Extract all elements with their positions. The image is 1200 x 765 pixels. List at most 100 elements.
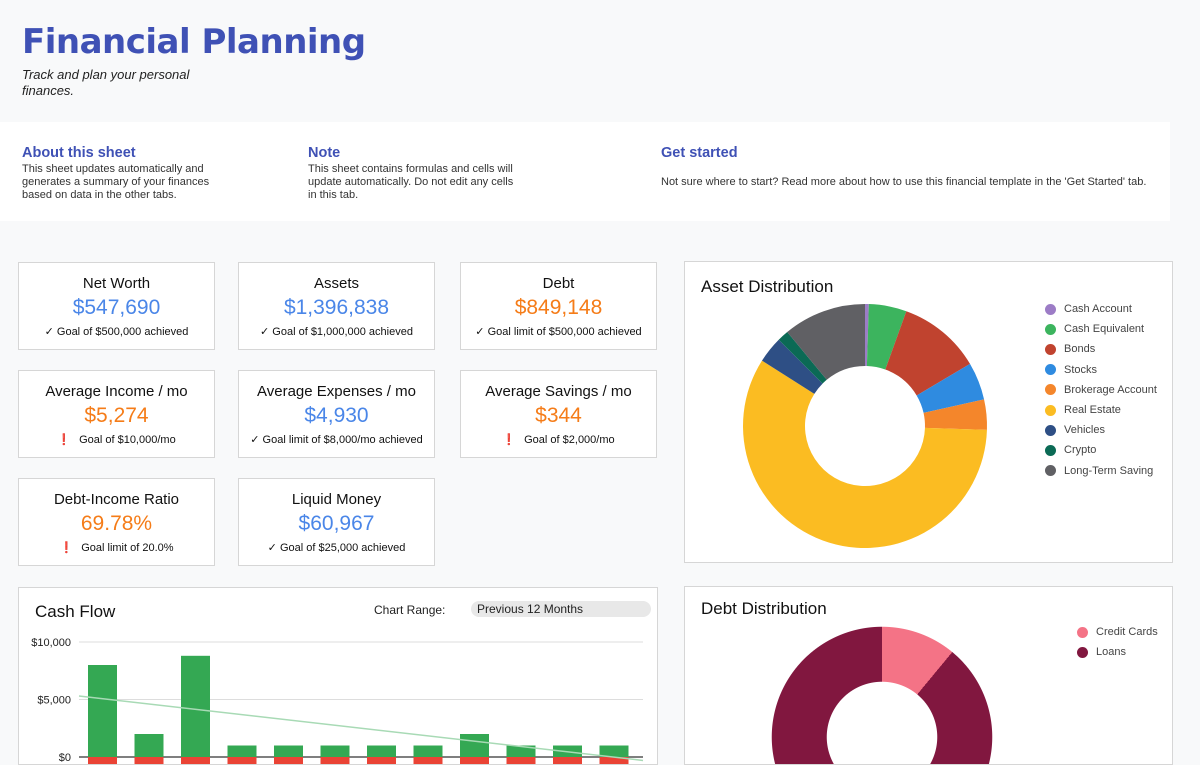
asset-distribution-panel: Asset Distribution Cash Account Cash Equi… xyxy=(684,261,1173,563)
expense-bar xyxy=(460,757,489,764)
asset-slice[interactable] xyxy=(923,399,987,430)
metric-label: Liquid Money xyxy=(291,491,382,508)
expense-bar xyxy=(506,757,536,764)
metric-card: Assets $1,396,838 ✓ Goal of $1,000,000 a… xyxy=(238,262,435,350)
legend-label: Credit Cards xyxy=(1096,626,1158,639)
goal-text: Goal limit of $500,000 achieved xyxy=(487,326,642,338)
metric-card: Liquid Money $60,967 ✓ Goal of $25,000 a… xyxy=(238,478,435,566)
expense-bar xyxy=(413,757,443,764)
asset-slice[interactable] xyxy=(866,304,907,370)
metric-value: $344 xyxy=(535,404,582,427)
income-bar xyxy=(413,745,443,757)
note-section: Note This sheet contains formulas and cel… xyxy=(308,145,523,202)
goal-text: Goal of $10,000/mo xyxy=(79,434,176,446)
get-started-text: Not sure where to start? Read more about… xyxy=(661,176,1147,188)
asset-slice[interactable] xyxy=(865,304,869,367)
legend-swatch-icon xyxy=(1045,465,1056,477)
metric-goal: ✓ Goal limit of $8,000/mo achieved xyxy=(239,433,434,446)
legend-item[interactable]: Loans xyxy=(1077,642,1158,662)
legend-item[interactable]: Cash Equivalent xyxy=(1045,319,1157,339)
legend-swatch-icon xyxy=(1045,323,1056,335)
legend-label: Loans xyxy=(1096,646,1126,659)
legend-swatch-icon xyxy=(1045,444,1056,456)
expense-bar xyxy=(274,757,303,764)
legend-label: Brokerage Account xyxy=(1064,383,1157,396)
metric-value: $1,396,838 xyxy=(283,296,390,319)
legend-item[interactable]: Long-Term Saving xyxy=(1045,461,1157,481)
expense-bar xyxy=(181,757,210,764)
asset-donut-chart xyxy=(743,304,987,548)
legend-item[interactable]: Bonds xyxy=(1045,339,1157,359)
debt-donut-chart xyxy=(685,587,1172,764)
goal-text: Goal of $1,000,000 achieved xyxy=(272,326,413,338)
legend-item[interactable]: Stocks xyxy=(1045,360,1157,380)
legend-item[interactable]: Vehicles xyxy=(1045,420,1157,440)
metric-card: Average Income / mo $5,274 ❗ Goal of $10… xyxy=(18,370,215,458)
legend-label: Long-Term Saving xyxy=(1064,464,1154,477)
legend-swatch-icon xyxy=(1045,303,1056,315)
asset-slice[interactable] xyxy=(916,363,985,413)
get-started-title: Get started xyxy=(661,145,738,161)
metric-value: $849,148 xyxy=(514,296,603,319)
debt-slice[interactable] xyxy=(685,587,1172,764)
y-tick-label: $0 xyxy=(59,752,71,764)
asset-slice[interactable] xyxy=(787,304,865,380)
metric-card: Debt-Income Ratio 69.78% ❗ Goal limit of… xyxy=(18,478,215,566)
goal-text: Goal of $25,000 achieved xyxy=(279,542,406,554)
income-bar xyxy=(227,745,257,757)
income-bar xyxy=(88,665,117,757)
checkmark-icon: ✓ xyxy=(44,326,54,338)
expense-bar xyxy=(88,757,117,764)
trend-line xyxy=(78,695,644,762)
metric-card: Net Worth $547,690 ✓ Goal of $500,000 ac… xyxy=(18,262,215,350)
y-tick-label: $5,000 xyxy=(37,695,71,707)
legend-swatch-icon xyxy=(1045,343,1056,355)
asset-slice[interactable] xyxy=(778,331,827,384)
legend-item[interactable]: Crypto xyxy=(1045,440,1157,460)
about-title: About this sheet xyxy=(22,145,136,161)
metric-value: $547,690 xyxy=(72,296,161,319)
page-subtitle: Track and plan your personal finances. xyxy=(22,67,190,98)
income-bar xyxy=(274,745,303,757)
exclamation-icon: ❗ xyxy=(57,434,71,446)
goal-text: Goal of $500,000 achieved xyxy=(56,326,189,338)
expense-bar xyxy=(134,757,164,764)
asset-slice[interactable] xyxy=(743,360,987,548)
legend-label: Vehicles xyxy=(1064,424,1105,437)
expense-bar xyxy=(227,757,257,764)
income-bar xyxy=(320,745,350,757)
legend-item[interactable]: Real Estate xyxy=(1045,400,1157,420)
metric-card: Debt $849,148 ✓ Goal limit of $500,000 a… xyxy=(460,262,657,350)
asset-distribution-title: Asset Distribution xyxy=(701,277,834,296)
expense-bar xyxy=(367,757,396,764)
checkmark-icon: ✓ xyxy=(267,542,277,554)
asset-slice[interactable] xyxy=(761,339,823,394)
legend-swatch-icon xyxy=(1045,404,1056,416)
metric-value: $60,967 xyxy=(298,512,375,535)
legend-item[interactable]: Credit Cards xyxy=(1077,622,1158,642)
metric-value: $4,930 xyxy=(304,404,369,427)
metric-goal: ❗ Goal of $2,000/mo xyxy=(461,433,656,446)
metric-label: Average Expenses / mo xyxy=(257,383,416,400)
income-bar xyxy=(599,745,629,757)
note-text: This sheet contains formulas and cells w… xyxy=(308,163,514,201)
debt-distribution-panel: Debt Distribution Credit Cards Loans xyxy=(684,586,1173,765)
cash-flow-title: Cash Flow xyxy=(35,602,116,621)
legend-item[interactable]: Brokerage Account xyxy=(1045,380,1157,400)
legend-swatch-icon xyxy=(1045,424,1056,436)
legend-label: Real Estate xyxy=(1064,404,1121,417)
y-tick-label: $10,000 xyxy=(31,637,71,649)
debt-legend: Credit Cards Loans xyxy=(1077,622,1158,662)
exclamation-icon: ❗ xyxy=(502,434,517,446)
legend-label: Cash Account xyxy=(1064,303,1132,316)
legend-label: Cash Equivalent xyxy=(1064,323,1145,336)
chart-range-dropdown[interactable]: Previous 12 Months xyxy=(471,601,651,617)
expense-bar xyxy=(320,757,350,764)
legend-swatch-icon xyxy=(1045,364,1056,376)
legend-label: Stocks xyxy=(1064,363,1098,376)
legend-swatch-icon xyxy=(1077,646,1088,658)
about-section: About this sheet This sheet updates autom… xyxy=(22,145,222,202)
about-text: This sheet updates automatically and gen… xyxy=(22,163,210,201)
asset-slice[interactable] xyxy=(885,311,971,396)
legend-item[interactable]: Cash Account xyxy=(1045,299,1157,319)
